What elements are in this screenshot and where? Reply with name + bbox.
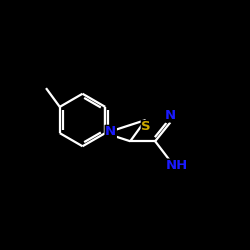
- Text: N: N: [165, 109, 176, 122]
- Text: S: S: [141, 120, 151, 134]
- Text: NH: NH: [166, 159, 188, 172]
- Text: N: N: [105, 125, 116, 138]
